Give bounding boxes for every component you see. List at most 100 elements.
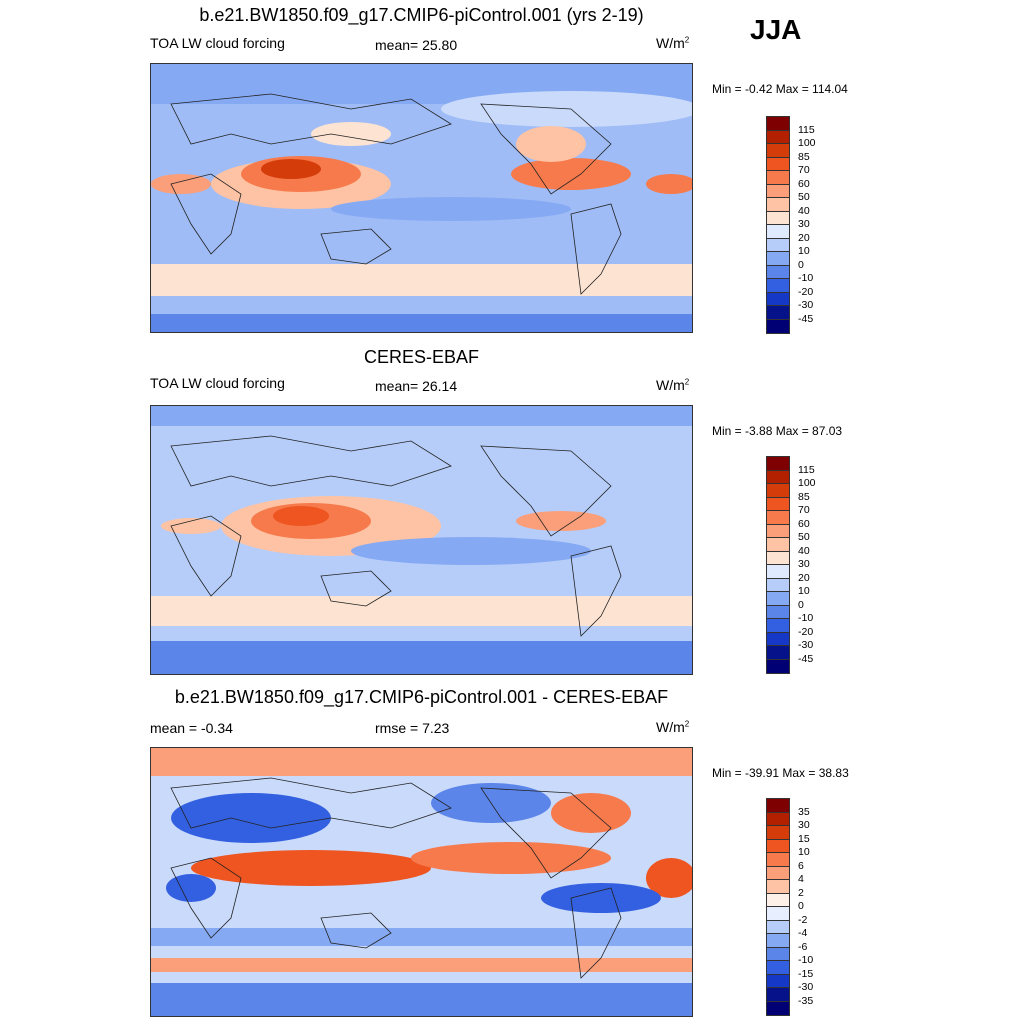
colorbar-box: [766, 852, 790, 867]
colorbar-box: [766, 264, 790, 279]
colorbar-tick-label: -6: [798, 940, 808, 953]
colorbar-box: [766, 946, 790, 961]
colorbar-box: [766, 537, 790, 552]
colorbar-tick-label: 30: [798, 218, 810, 230]
colorbar-box: [766, 987, 790, 1002]
colorbar-tick-label: -30: [798, 639, 814, 651]
colorbar-tick-label: -45: [798, 652, 814, 665]
panel-3-title: b.e21.BW1850.f09_g17.CMIP6-piControl.001…: [174, 687, 669, 707]
colorbar-box: [766, 129, 790, 144]
colorbar-box: [766, 865, 790, 880]
colorbar-box: [766, 237, 790, 252]
colorbar-box: [766, 318, 790, 334]
colorbar-box: [766, 278, 790, 293]
colorbar-box: [766, 156, 790, 171]
panel-1-minmax: Min = -0.42 Max = 114.04: [712, 82, 848, 96]
colorbar-tick-label: 10: [798, 245, 810, 257]
colorbar-tick-label: 15: [798, 832, 810, 845]
panel-3-mean-label: mean = -0.34: [150, 720, 233, 736]
panel-3-minmax: Min = -39.91 Max = 38.83: [712, 766, 849, 780]
panel-3-map-svg: [151, 748, 692, 1016]
colorbar-box: [766, 604, 790, 619]
colorbar-box: [766, 510, 790, 525]
panel-1-mean-label: mean= 25.80: [375, 37, 458, 53]
colorbar-box: [766, 469, 790, 484]
colorbar-tick-label: -10: [798, 612, 814, 624]
colorbar-box: [766, 496, 790, 511]
colorbar-box: [766, 631, 790, 646]
panel-3-rmse-label: rmse = 7.23: [375, 720, 450, 736]
colorbar-tick-label: 100: [798, 477, 816, 489]
colorbar-box: [766, 879, 790, 894]
colorbar-tick-label: 0: [798, 900, 804, 912]
colorbar-box: [766, 933, 790, 948]
colorbar-tick-label: -4: [798, 927, 808, 939]
panel-2-variable-label: TOA LW cloud forcing: [150, 375, 285, 391]
colorbar-tick-label: 115: [798, 463, 815, 476]
colorbar-box: [766, 906, 790, 921]
colorbar-box: [766, 892, 790, 907]
colorbar-tick-label: 115: [798, 123, 815, 136]
colorbar-box: [766, 523, 790, 538]
colorbar-box: [766, 456, 790, 471]
colorbar-box: [766, 564, 790, 579]
colorbar-box: [766, 1000, 790, 1016]
colorbar-tick-label: 0: [798, 598, 804, 611]
colorbar-tick-label: 2: [798, 886, 804, 899]
colorbar-tick-label: 40: [798, 204, 810, 217]
season-label: JJA: [750, 14, 802, 45]
colorbar-box: [766, 838, 790, 853]
colorbar-tick-label: 10: [798, 846, 810, 858]
colorbar-tick-label: 85: [798, 490, 810, 503]
panel-3-units: W/m2: [656, 719, 690, 735]
panel-3-map: [150, 747, 693, 1017]
colorbar-tick-label: -15: [798, 967, 814, 980]
colorbar-tick-label: 60: [798, 517, 810, 530]
colorbar-tick-label: 20: [798, 231, 810, 244]
panel-1-title: b.e21.BW1850.f09_g17.CMIP6-piControl.001…: [199, 5, 644, 25]
panel-2-map-svg: [151, 406, 692, 674]
colorbar-box: [766, 960, 790, 975]
colorbar-box: [766, 658, 790, 674]
colorbar-tick-label: 70: [798, 164, 810, 176]
panel-2-map: [150, 405, 693, 675]
panel-1-units: W/m2: [656, 35, 690, 51]
colorbar-box: [766, 116, 790, 131]
colorbar-tick-label: 40: [798, 544, 810, 557]
colorbar-box: [766, 251, 790, 266]
panel-2-mean-label: mean= 26.14: [375, 378, 458, 394]
colorbar-tick-label: -20: [798, 285, 814, 298]
colorbar-box: [766, 170, 790, 185]
colorbar-tick-label: -10: [798, 954, 814, 966]
colorbar-tick-label: -20: [798, 625, 814, 638]
colorbar-tick-label: -45: [798, 312, 814, 325]
colorbar-box: [766, 143, 790, 158]
colorbar-tick-label: -30: [798, 299, 814, 311]
colorbar-box: [766, 550, 790, 565]
colorbar-tick-label: 20: [798, 571, 810, 584]
colorbar-tick-label: 0: [798, 258, 804, 271]
panel-2-title: CERES-EBAF: [363, 347, 480, 367]
colorbar-tick-label: 35: [798, 805, 810, 818]
colorbar-tick-label: 10: [798, 585, 810, 597]
colorbar-box: [766, 291, 790, 306]
panel-1-map-svg: [151, 64, 692, 332]
colorbar-box: [766, 798, 790, 813]
colorbar-tick-label: -2: [798, 913, 808, 926]
colorbar-box: [766, 197, 790, 212]
colorbar-box: [766, 305, 790, 320]
colorbar-tick-label: -30: [798, 981, 814, 993]
panel-1-map: [150, 63, 693, 333]
panel-2-minmax: Min = -3.88 Max = 87.03: [712, 424, 843, 438]
colorbar-box: [766, 577, 790, 592]
colorbar-tick-label: 60: [798, 177, 810, 190]
colorbar-tick-label: 100: [798, 137, 816, 149]
colorbar-box: [766, 645, 790, 660]
colorbar-box: [766, 210, 790, 225]
colorbar-tick-label: 50: [798, 191, 810, 203]
colorbar-box: [766, 591, 790, 606]
colorbar-tick-label: 4: [798, 873, 804, 885]
colorbar-tick-label: 70: [798, 504, 810, 516]
colorbar-tick-label: 30: [798, 819, 810, 831]
colorbar-box: [766, 483, 790, 498]
